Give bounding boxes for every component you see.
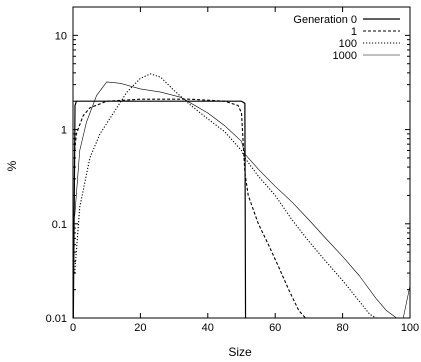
x-tick-label: 40 bbox=[202, 322, 214, 334]
legend-label-3: 1000 bbox=[333, 50, 357, 62]
x-tick-label: 60 bbox=[269, 322, 281, 334]
y-tick-label: 0.01 bbox=[46, 313, 67, 325]
legend-label-0: Generation 0 bbox=[293, 14, 357, 26]
x-tick-label: 100 bbox=[401, 322, 419, 334]
legend-label-1: 1 bbox=[351, 26, 357, 38]
plot-frame bbox=[72, 6, 411, 319]
x-tick-label: 80 bbox=[336, 322, 348, 334]
x-tick-label: 0 bbox=[70, 322, 76, 334]
series-line-0 bbox=[72, 100, 247, 319]
legend-label-2: 100 bbox=[339, 38, 357, 50]
y-tick-label: 10 bbox=[55, 30, 67, 42]
series-line-1 bbox=[74, 98, 306, 319]
y-axis-label: % bbox=[5, 160, 19, 171]
x-axis-label: Size bbox=[228, 345, 252, 359]
y-tick-label: 1 bbox=[61, 125, 67, 137]
series-line-3 bbox=[74, 81, 411, 319]
series-line-2 bbox=[74, 73, 377, 319]
y-tick-label: 0.1 bbox=[52, 219, 67, 231]
x-tick-label: 20 bbox=[134, 322, 146, 334]
